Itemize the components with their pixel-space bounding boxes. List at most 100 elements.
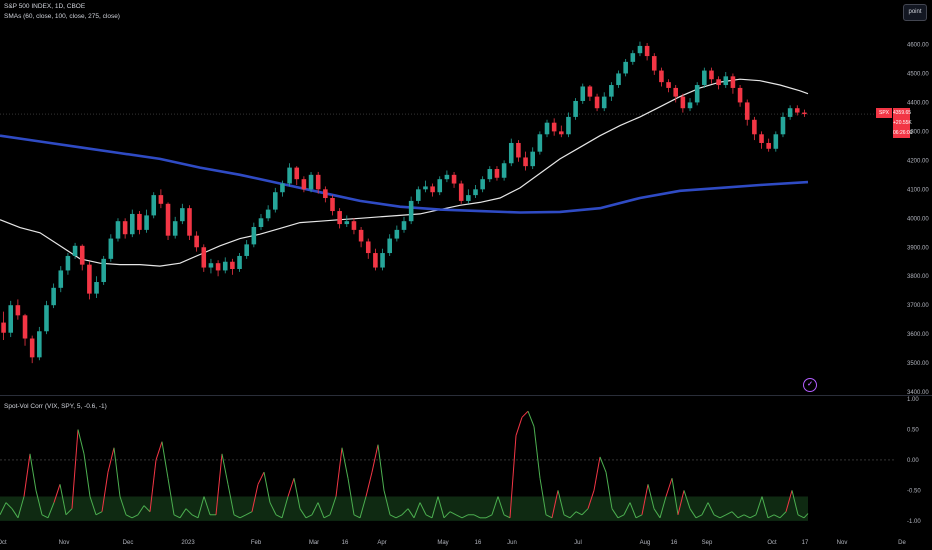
corr-line-segment [113,447,121,497]
point-tool-button[interactable]: point [903,4,927,21]
corr-line-segment [251,484,259,512]
time-axis-tick-label: Apr [377,540,386,546]
candle-body [394,229,400,239]
candle-body [780,116,786,135]
candle-body [659,70,664,83]
candle-body [201,247,207,268]
candle-body [437,179,443,193]
candle-body [408,200,414,222]
candle-body [494,169,500,178]
corr-line-segment [89,496,97,515]
price-axis-tick-label: 3700.00 [907,303,929,309]
corr-line-segment [485,514,493,519]
candle-body [594,96,600,109]
candle-body [122,221,128,235]
candle-body [337,211,342,225]
corr-line-segment [497,496,505,515]
corr-line-segment [137,505,145,516]
candle-body [158,195,164,204]
time-axis-tick-label: 2023 [181,540,195,546]
candle-body [616,73,621,86]
candle-body [566,116,571,135]
time-axis-tick-label: Jul [574,540,582,546]
time-axis-tick-label: Nov [837,540,848,546]
candle-body [115,221,121,239]
candle-body [687,102,693,109]
corr-line-segment [491,496,499,515]
candle-body [580,86,586,101]
corr-line-segment [59,484,67,515]
corr-line-segment [245,511,253,516]
time-axis-tick-label: 16 [342,540,349,546]
candle-body [773,134,779,149]
candle-body [215,263,221,271]
corr-line-segment [431,496,439,518]
corr-indicator-label: Spot-Vol Corr (VIX, SPY, 5, -0.6, -1) [4,403,107,410]
candle-body [587,86,593,97]
candle-body [137,213,142,230]
candle-body [537,134,543,152]
corr-line-segment [233,514,241,519]
candle-body [330,198,335,212]
candle-body [22,315,28,339]
candle-body [58,270,64,288]
corr-line-segment [215,453,223,515]
corr-line-segment [95,511,103,516]
corr-line-segment [17,496,25,518]
corr-line-segment [593,456,601,491]
corr-line-segment [131,514,139,519]
corr-line-segment [545,514,553,519]
price-tag-change: +20.55K [893,120,912,126]
candle-body [673,87,679,97]
candle-body [609,85,614,97]
corr-line-segment [53,484,61,503]
candle-body [8,305,14,333]
corr-axis-tick-label: 0.00 [907,458,919,464]
candle-body [744,102,750,120]
candle-body [72,245,78,256]
corr-line-segment [743,514,751,519]
corr-line-segment [107,447,115,473]
corr-line-segment [419,502,427,515]
corr-line-segment [563,514,571,519]
corr-line-segment [11,508,19,519]
price-tag-price: 4359.65 [893,110,912,116]
candle-body [1,322,6,333]
time-axis-tick-label: 16 [671,540,678,546]
corr-axis-tick-label: -1.00 [907,519,921,525]
corr-line-segment [377,444,385,491]
candle-body [716,79,721,86]
time-axis-tick-label: Jun [507,540,517,546]
time-axis-tick-label: De [898,540,906,546]
candle-body [101,258,106,283]
candle-body [37,331,42,358]
candle-body [265,209,271,219]
corr-line-segment [605,472,613,509]
candle-body [315,174,321,190]
candle-body [287,167,292,184]
candle-body [444,174,450,180]
corr-line-segment [455,514,463,519]
candle-body [301,179,307,190]
candle-body [365,241,371,254]
corr-line-segment [635,514,643,519]
candle-body [680,96,686,109]
price-axis-tick-label: 3600.00 [907,332,929,338]
candle-body [487,169,493,180]
price-axis-tick-label: 4200.00 [907,158,929,164]
candle-body [180,208,185,222]
corr-line-segment [287,478,295,497]
candle-body [458,183,464,201]
corr-line-segment [203,496,211,515]
candle-body [752,119,757,135]
tradingview-logo-icon[interactable]: ✓ [803,378,817,392]
candle-body [466,195,471,201]
corr-line-segment [779,511,787,519]
corr-line-segment [551,490,559,518]
candle-body [373,253,378,268]
corr-line-segment [449,511,457,516]
candle-body [430,186,435,193]
corr-line-segment [773,514,781,519]
candle-body [251,226,257,245]
